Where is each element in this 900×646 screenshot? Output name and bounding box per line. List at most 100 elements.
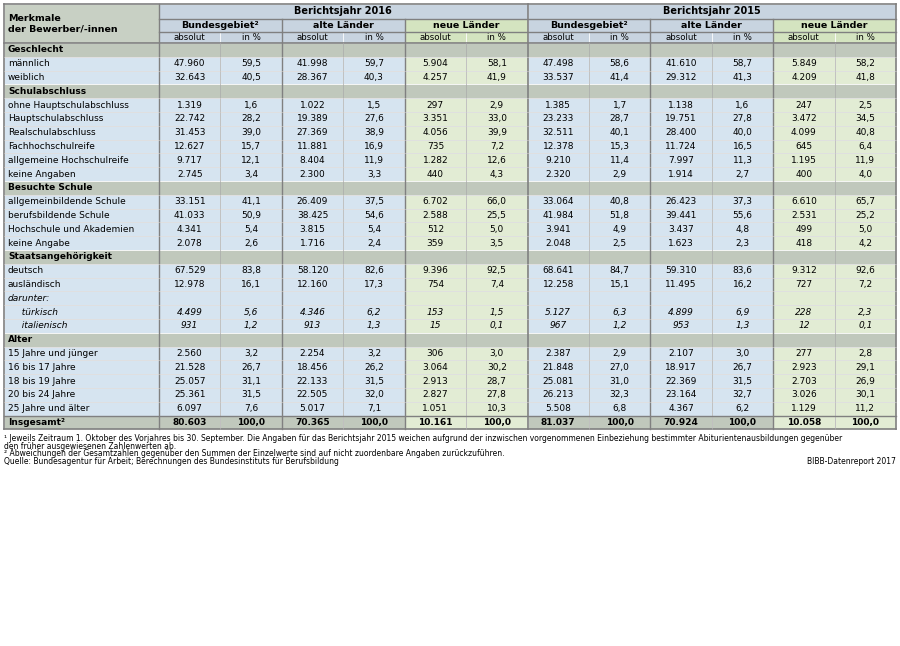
Text: 9.717: 9.717 xyxy=(176,156,202,165)
Text: 67.529: 67.529 xyxy=(174,266,205,275)
Bar xyxy=(773,291,834,305)
Text: 26,7: 26,7 xyxy=(733,363,752,372)
Bar xyxy=(159,98,220,112)
Text: 25.057: 25.057 xyxy=(174,377,205,386)
Text: 11,4: 11,4 xyxy=(609,156,630,165)
Bar xyxy=(343,319,405,333)
Bar xyxy=(773,402,834,415)
Text: absolut: absolut xyxy=(174,33,205,42)
Bar xyxy=(343,57,405,70)
Text: 400: 400 xyxy=(796,170,813,178)
Bar xyxy=(159,126,220,140)
Bar xyxy=(773,167,834,181)
Bar xyxy=(466,402,527,415)
Bar xyxy=(651,278,712,291)
Bar xyxy=(405,360,466,374)
Text: 7,1: 7,1 xyxy=(367,404,381,413)
Text: 3.815: 3.815 xyxy=(300,225,326,234)
Text: Geschlecht: Geschlecht xyxy=(8,45,64,54)
Text: 15 Jahre und jünger: 15 Jahre und jünger xyxy=(8,349,97,358)
Text: 21.848: 21.848 xyxy=(543,363,574,372)
Bar xyxy=(343,195,405,209)
Text: 5,0: 5,0 xyxy=(859,225,872,234)
Text: den früher ausgewiesenen Zahlenwerten ab.: den früher ausgewiesenen Zahlenwerten ab… xyxy=(4,442,176,451)
Bar xyxy=(527,112,589,126)
Bar xyxy=(712,57,773,70)
Bar xyxy=(282,415,343,430)
Text: 70.924: 70.924 xyxy=(663,418,698,427)
Text: 25 Jahre und älter: 25 Jahre und älter xyxy=(8,404,89,413)
Text: 2.387: 2.387 xyxy=(545,349,572,358)
Text: 12.160: 12.160 xyxy=(297,280,328,289)
Text: 3.941: 3.941 xyxy=(545,225,572,234)
Bar xyxy=(773,347,834,360)
Bar xyxy=(4,195,159,209)
Bar xyxy=(282,167,343,181)
Bar xyxy=(4,43,896,57)
Text: 1,5: 1,5 xyxy=(490,307,504,317)
Bar xyxy=(405,167,466,181)
Text: 2,9: 2,9 xyxy=(613,170,626,178)
Text: keine Angabe: keine Angabe xyxy=(8,238,70,247)
Bar xyxy=(159,112,220,126)
Bar xyxy=(343,415,405,430)
Bar xyxy=(773,319,834,333)
Text: 40,8: 40,8 xyxy=(609,197,630,206)
Bar xyxy=(589,402,651,415)
Text: 40,1: 40,1 xyxy=(609,128,630,137)
Bar xyxy=(651,264,712,278)
Bar xyxy=(651,70,712,85)
Text: 247: 247 xyxy=(796,101,813,110)
Bar xyxy=(4,333,896,347)
Text: 15,7: 15,7 xyxy=(241,142,261,151)
Bar xyxy=(405,32,466,43)
Text: 2.320: 2.320 xyxy=(545,170,571,178)
Bar xyxy=(4,140,159,153)
Text: 297: 297 xyxy=(427,101,444,110)
Bar xyxy=(773,112,834,126)
Bar xyxy=(834,98,896,112)
Bar xyxy=(773,195,834,209)
Bar xyxy=(4,4,159,43)
Text: 100,0: 100,0 xyxy=(482,418,511,427)
Bar xyxy=(651,415,712,430)
Text: 5.904: 5.904 xyxy=(422,59,448,68)
Text: 92,6: 92,6 xyxy=(855,266,875,275)
Text: 26,7: 26,7 xyxy=(241,363,261,372)
Text: 7,4: 7,4 xyxy=(490,280,504,289)
Text: 28,7: 28,7 xyxy=(487,377,507,386)
Text: 31,0: 31,0 xyxy=(609,377,630,386)
Bar xyxy=(712,112,773,126)
Bar xyxy=(834,305,896,319)
Bar xyxy=(834,195,896,209)
Text: 15: 15 xyxy=(429,322,441,330)
Text: 359: 359 xyxy=(427,238,444,247)
Bar xyxy=(405,278,466,291)
Bar xyxy=(466,319,527,333)
Text: 16,2: 16,2 xyxy=(733,280,752,289)
Text: 1,2: 1,2 xyxy=(244,322,258,330)
Bar xyxy=(589,305,651,319)
Text: 10.161: 10.161 xyxy=(418,418,453,427)
Text: 12.258: 12.258 xyxy=(543,280,574,289)
Text: 6.097: 6.097 xyxy=(176,404,202,413)
Text: 22.369: 22.369 xyxy=(665,377,697,386)
Text: absolut: absolut xyxy=(788,33,820,42)
Text: 2.913: 2.913 xyxy=(422,377,448,386)
Bar xyxy=(651,291,712,305)
Bar xyxy=(834,209,896,222)
Text: 41,1: 41,1 xyxy=(241,197,261,206)
Bar xyxy=(834,167,896,181)
Text: 22.133: 22.133 xyxy=(297,377,328,386)
Bar xyxy=(4,347,159,360)
Bar xyxy=(589,360,651,374)
Bar xyxy=(220,57,282,70)
Bar xyxy=(343,347,405,360)
Text: 512: 512 xyxy=(427,225,444,234)
Bar xyxy=(712,360,773,374)
Bar xyxy=(343,222,405,236)
Text: 1.914: 1.914 xyxy=(668,170,694,178)
Text: 22.742: 22.742 xyxy=(174,114,205,123)
Text: absolut: absolut xyxy=(297,33,328,42)
Text: 228: 228 xyxy=(796,307,813,317)
